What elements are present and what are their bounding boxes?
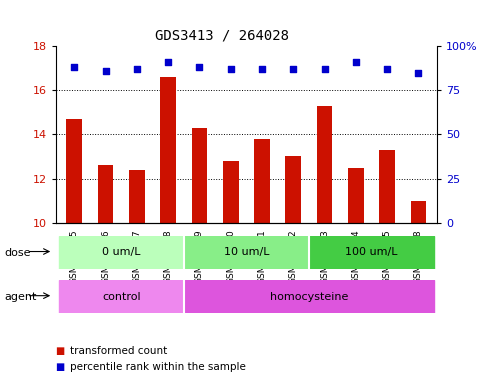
- Bar: [160, 77, 176, 223]
- Text: agent: agent: [5, 292, 37, 302]
- Bar: [58, 280, 184, 313]
- Text: ■: ■: [56, 362, 65, 372]
- Bar: [184, 236, 309, 269]
- Text: transformed count: transformed count: [70, 346, 167, 356]
- Bar: [348, 167, 364, 223]
- Text: GDS3413 / 264028: GDS3413 / 264028: [155, 28, 289, 42]
- Text: ■: ■: [56, 346, 65, 356]
- Point: [133, 66, 141, 72]
- Text: dose: dose: [5, 248, 31, 258]
- Bar: [192, 128, 207, 223]
- Bar: [254, 139, 270, 223]
- Text: 10 um/L: 10 um/L: [224, 247, 269, 258]
- Point: [289, 66, 297, 72]
- Point: [71, 64, 78, 70]
- Text: homocysteine: homocysteine: [270, 291, 348, 302]
- Bar: [317, 106, 332, 223]
- Bar: [129, 170, 145, 223]
- Point: [196, 64, 203, 70]
- Point: [227, 66, 235, 72]
- Point: [414, 70, 422, 76]
- Point: [321, 66, 328, 72]
- Bar: [285, 157, 301, 223]
- Bar: [309, 236, 434, 269]
- Point: [102, 68, 110, 74]
- Point: [258, 66, 266, 72]
- Bar: [98, 166, 114, 223]
- Bar: [223, 161, 239, 223]
- Bar: [58, 236, 184, 269]
- Point: [352, 59, 360, 65]
- Bar: [184, 280, 434, 313]
- Point: [383, 66, 391, 72]
- Text: percentile rank within the sample: percentile rank within the sample: [70, 362, 246, 372]
- Bar: [67, 119, 82, 223]
- Text: control: control: [102, 291, 141, 302]
- Text: 0 um/L: 0 um/L: [102, 247, 141, 258]
- Bar: [411, 200, 426, 223]
- Bar: [379, 150, 395, 223]
- Text: 100 um/L: 100 um/L: [345, 247, 398, 258]
- Point: [164, 59, 172, 65]
